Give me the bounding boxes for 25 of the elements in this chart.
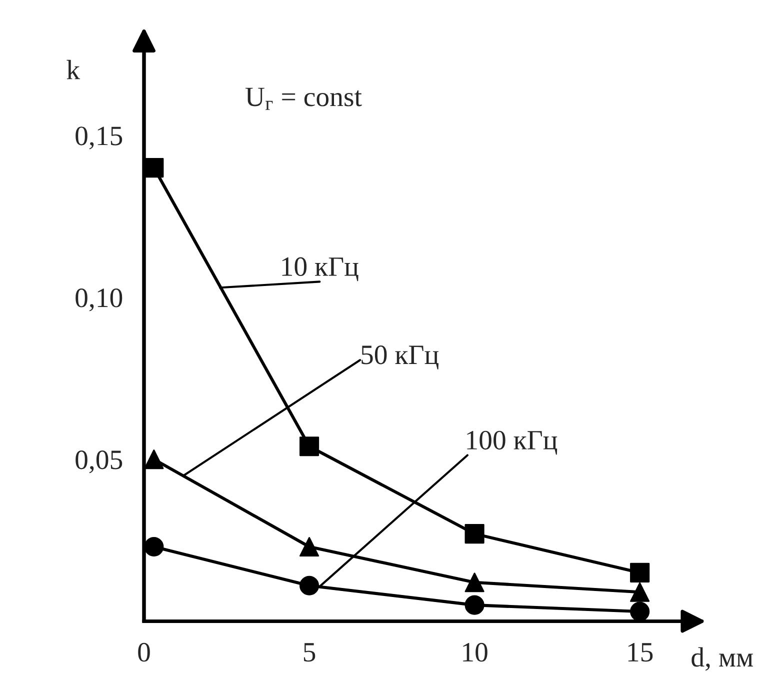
- point: [300, 436, 320, 456]
- point: [300, 536, 320, 557]
- point: [144, 158, 164, 178]
- x-axis-title: d, мм: [692, 647, 753, 671]
- annotation: 100 кГц: [467, 430, 558, 455]
- y-tick-label: 0,05: [76, 450, 122, 474]
- point: [630, 602, 650, 622]
- point: [144, 450, 164, 470]
- y-axis-title: k: [66, 60, 80, 80]
- x-tick-label: 15: [628, 643, 653, 662]
- point: [630, 582, 650, 602]
- x-tick-label: 5: [304, 643, 316, 662]
- annotation: U$_{г}$ = const: [245, 88, 362, 110]
- point: [300, 576, 320, 596]
- annotation: 10 кГц: [282, 257, 358, 282]
- annotation: 50 кГц: [362, 346, 438, 370]
- point: [464, 572, 484, 592]
- y-tick-label: 0,10: [76, 288, 122, 312]
- point: [464, 595, 484, 615]
- point: [630, 562, 650, 582]
- x-tick-label: 10: [463, 642, 488, 662]
- point: [144, 536, 164, 557]
- y-tick-label: 0,15: [76, 126, 122, 150]
- point: [464, 524, 484, 544]
- x-tick-label: 0: [138, 642, 150, 662]
